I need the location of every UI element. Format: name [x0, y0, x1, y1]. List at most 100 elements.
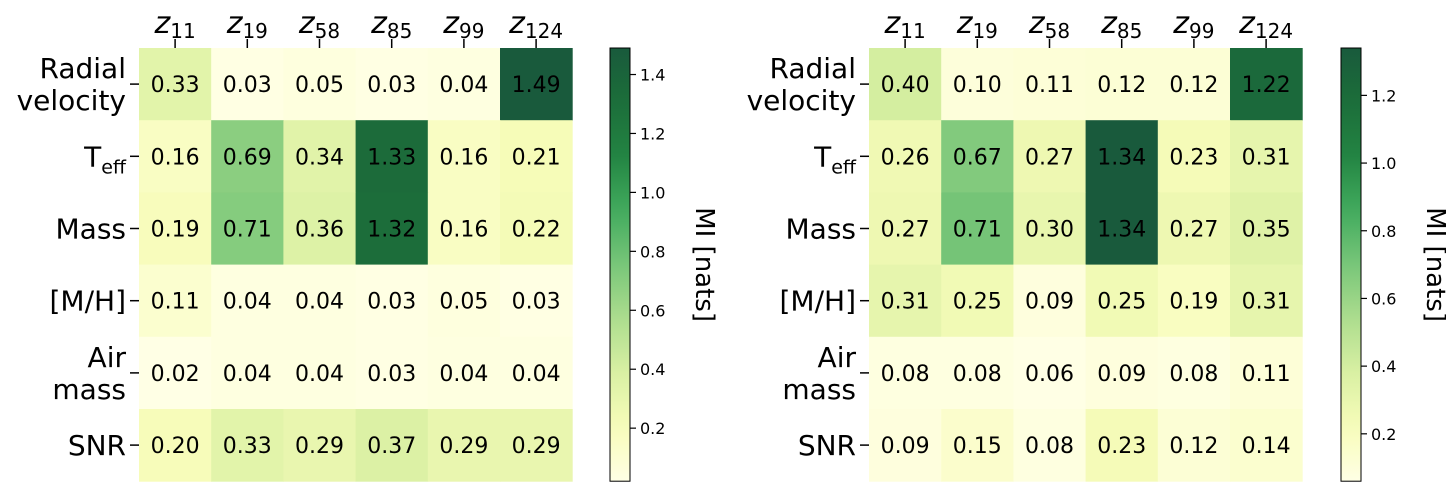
y-tick-label: Mass — [786, 213, 857, 246]
cell-value-label: 0.31 — [1242, 145, 1291, 170]
x-tick-label: z11 — [153, 6, 195, 43]
cell-value-label: 1.34 — [1097, 145, 1146, 170]
y-tick-label: Mass — [56, 213, 127, 246]
cell-value-label: 0.02 — [151, 362, 200, 387]
cell-value-label: 0.12 — [1169, 434, 1218, 459]
heatmap-cell — [139, 120, 212, 193]
heatmap-cell — [427, 409, 501, 482]
cell-value-label: 0.03 — [512, 290, 561, 315]
heatmap-cell — [869, 120, 942, 193]
heatmap-cell — [1085, 120, 1159, 193]
cell-value-label: 0.04 — [223, 290, 272, 315]
colorbar-tick-label: 0.6 — [640, 301, 665, 320]
heatmap-cell — [139, 48, 212, 121]
heatmap-cell — [1230, 48, 1303, 121]
cell-value-label: 0.37 — [367, 434, 416, 459]
heatmap-cell — [941, 48, 1014, 121]
y-tick-label: SNR — [68, 429, 126, 462]
y-tick-label: Teff — [813, 140, 857, 178]
heatmap-cell — [500, 409, 573, 482]
heatmap-cell — [211, 336, 284, 410]
colorbar-tick-label: 0.8 — [640, 242, 665, 261]
cell-value-label: 0.19 — [151, 218, 200, 243]
colorbar — [609, 47, 631, 482]
cell-value-label: 0.27 — [1169, 218, 1218, 243]
cell-value-label: 0.67 — [953, 145, 1002, 170]
cell-value-label: 0.15 — [953, 434, 1002, 459]
heatmap-cell — [211, 409, 284, 482]
heatmap-cell — [139, 409, 212, 482]
heatmap-cell — [355, 48, 429, 121]
cell-value-label: 0.27 — [881, 218, 930, 243]
cell-value-label: 0.05 — [439, 290, 488, 315]
heatmap-cell — [283, 48, 357, 121]
cell-value-label: 0.23 — [1097, 434, 1146, 459]
heatmap-cell — [1157, 48, 1231, 121]
y-tick-label: velocity — [747, 84, 856, 117]
heatmap-cell — [1013, 48, 1087, 121]
heatmap-cell — [1085, 48, 1159, 121]
heatmap-cell — [1013, 192, 1087, 266]
cell-value-label: 1.49 — [512, 73, 561, 98]
cell-value-label: 0.04 — [439, 362, 488, 387]
y-tick-label: Air — [88, 341, 127, 374]
y-tick-label: SNR — [798, 429, 856, 462]
cell-value-label: 1.32 — [367, 218, 416, 243]
cell-value-label: 0.26 — [881, 145, 930, 170]
heatmap-cell — [869, 409, 942, 482]
x-tick-label: z19 — [956, 6, 998, 43]
heatmap-cell — [211, 48, 284, 121]
cell-value-label: 0.06 — [1025, 362, 1074, 387]
heatmap-panel-2: 0.40 0.10 0.11 0.12 0.12 1.22 0.26 0.67 0.27 1.34… — [747, 6, 1446, 482]
y-tick-label: [M/H] — [50, 285, 127, 318]
cell-value-label: 0.20 — [151, 434, 200, 459]
cell-value-label: 0.16 — [151, 145, 200, 170]
x-tick-label: z85 — [370, 6, 412, 43]
heatmap-cell — [1013, 120, 1087, 193]
colorbar-tick-label: 0.4 — [640, 360, 665, 379]
heatmap-cell — [1230, 264, 1303, 338]
cell-value-label: 0.16 — [439, 218, 488, 243]
colorbar-tick-label: 0.2 — [1371, 425, 1396, 444]
colorbar-tick-label: 0.6 — [1371, 289, 1396, 308]
heatmap-cell — [500, 336, 573, 410]
heatmap-cell — [1013, 336, 1087, 410]
cell-value-label: 0.09 — [1097, 362, 1146, 387]
cell-value-label: 0.33 — [223, 434, 272, 459]
heatmap-cell — [941, 336, 1014, 410]
heatmap-cell — [1230, 409, 1303, 482]
cell-value-label: 1.22 — [1242, 73, 1291, 98]
x-tick-label: z11 — [883, 6, 925, 43]
heatmap-cell — [869, 336, 942, 410]
cell-value-label: 0.21 — [512, 145, 561, 170]
x-tick-label: z124 — [1238, 6, 1293, 43]
colorbar-tick-label: 1.0 — [640, 183, 665, 202]
cell-value-label: 0.04 — [223, 362, 272, 387]
heatmap-cell — [139, 192, 212, 266]
y-tick-label: mass — [782, 373, 856, 406]
cell-value-label: 0.04 — [439, 73, 488, 98]
heatmap-cell — [1157, 192, 1231, 266]
cell-value-label: 0.09 — [881, 434, 930, 459]
cell-value-label: 0.03 — [367, 73, 416, 98]
cell-value-label: 0.33 — [151, 73, 200, 98]
heatmap-cell — [1085, 409, 1159, 482]
cell-value-label: 0.14 — [1242, 434, 1291, 459]
heatmap-cell — [211, 264, 284, 338]
heatmap-cell — [283, 264, 357, 338]
cell-value-label: 0.36 — [295, 218, 344, 243]
heatmap-cell — [355, 409, 429, 482]
heatmap-cell — [355, 336, 429, 410]
colorbar-tick-label: 0.2 — [640, 419, 665, 438]
x-tick-label: z19 — [226, 6, 268, 43]
cell-value-label: 0.08 — [1169, 362, 1218, 387]
heatmap-cell — [500, 48, 573, 121]
x-tick-label: z58 — [298, 6, 340, 43]
heatmap-cell — [355, 120, 429, 193]
y-tick-label: mass — [52, 373, 126, 406]
cell-value-label: 0.12 — [1097, 73, 1146, 98]
heatmap-cell — [1085, 192, 1159, 266]
y-tick-label: Radial — [40, 52, 127, 85]
cell-value-label: 0.29 — [512, 434, 561, 459]
